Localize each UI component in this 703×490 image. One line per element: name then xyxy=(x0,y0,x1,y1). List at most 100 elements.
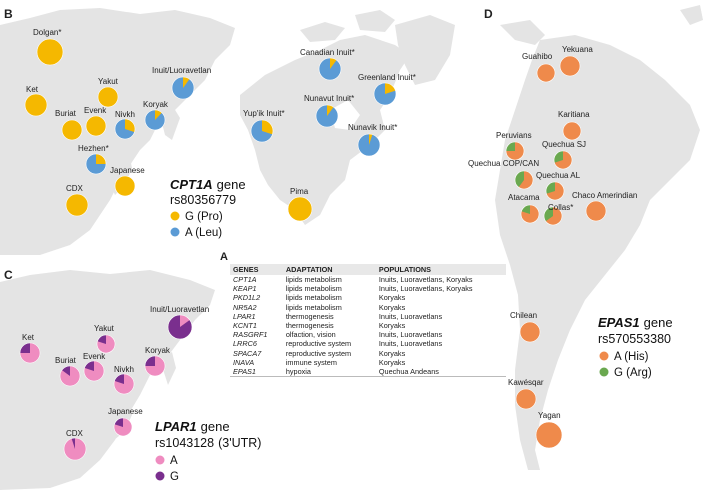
label-d-karitiana: Karitiana xyxy=(558,110,590,119)
table-row: SPACA7 reproductive system Koryaks xyxy=(230,349,506,358)
cell-populations: Inuits, Luoravetlans xyxy=(378,339,443,349)
pie-slice-major xyxy=(183,77,190,88)
cell-adaptation: lipids metabolism xyxy=(285,293,342,303)
cell-populations: Inuits, Luoravetlans xyxy=(378,330,443,340)
pie-cdx xyxy=(65,193,89,217)
panel-c-snp-note: (3'UTR) xyxy=(218,436,261,450)
pie-outline xyxy=(559,55,581,77)
label-canadian-inuit: Canadian Inuit* xyxy=(300,48,355,57)
pie-d-yagan xyxy=(535,421,563,449)
pie-slice-major xyxy=(98,87,118,107)
label-dolgan: Dolgan* xyxy=(33,28,61,37)
cell-gene: KEAP1 xyxy=(233,284,257,294)
pie-outline xyxy=(144,109,166,131)
pie-slice-major xyxy=(330,58,337,69)
pie-outline xyxy=(114,118,136,140)
panel-b-gene-suffix: gene xyxy=(217,177,246,192)
label-c-buriat: Buriat xyxy=(55,356,77,365)
pie-pima xyxy=(287,196,313,222)
label-ket: Ket xyxy=(26,85,39,94)
cell-adaptation: lipids metabolism xyxy=(285,302,342,312)
pie-d-atacama xyxy=(520,204,540,224)
label-inuit-luoravetlan: Inuit/Luoravetlan xyxy=(152,66,211,75)
pie-slice-major xyxy=(262,120,273,135)
panel-d-legend-a: A (His) xyxy=(614,351,649,363)
cell-populations: Koryaks xyxy=(378,357,406,367)
label-yupik-inuit: Yup'ik Inuit* xyxy=(243,109,285,118)
label-c-evenk: Evenk xyxy=(83,352,106,361)
panel-c-gene-suffix: gene xyxy=(201,419,230,434)
label-evenk: Evenk xyxy=(84,106,107,115)
cell-populations: Koryaks xyxy=(378,321,406,331)
label-d-yekuana: Yekuana xyxy=(562,45,593,54)
panel-d-legend-swatch-a xyxy=(599,351,609,361)
pie-slice-major xyxy=(563,122,581,140)
cell-adaptation: thermogenesis xyxy=(285,321,334,331)
label-yakut: Yakut xyxy=(98,77,119,86)
pie-c-ket xyxy=(19,342,41,364)
pie-evenk xyxy=(85,115,107,137)
pie-slice-major xyxy=(83,361,104,381)
label-c-inuit-luoravetlan: Inuit/Luoravetlan xyxy=(150,305,209,314)
label-koryak: Koryak xyxy=(143,100,169,109)
pie-outline xyxy=(114,175,136,197)
pie-outline xyxy=(250,119,274,143)
pie-d-guahibo xyxy=(536,63,556,83)
pie-outline xyxy=(553,150,573,170)
label-buriat: Buriat xyxy=(55,109,77,118)
pie-slice-major xyxy=(86,116,106,136)
table-row: KEAP1 lipids metabolism Inuits, Luoravetla… xyxy=(230,284,506,293)
pie-outline xyxy=(36,38,64,66)
cell-gene: PKD1L2 xyxy=(233,293,261,303)
cell-gene: KCNT1 xyxy=(233,321,257,331)
cell-adaptation: thermogenesis xyxy=(285,311,334,321)
label-nunavik-inuit: Nunavik Inuit* xyxy=(348,123,397,132)
panel-d-map xyxy=(480,0,703,490)
cell-populations: Inuits, Luoravetlans xyxy=(378,311,443,321)
label-d-quechua-sj: Quechua SJ xyxy=(542,140,586,149)
panel-c-legend-swatch-a xyxy=(155,455,165,465)
pie-slice-major xyxy=(97,335,116,353)
panel-c-gene-title: LPAR1 gene xyxy=(155,419,230,434)
label-c-nivkh: Nivkh xyxy=(114,365,134,374)
panel-b-gene-title: CPT1A gene xyxy=(170,177,246,192)
panel-c-pies xyxy=(19,314,193,461)
pie-d-yekuana xyxy=(559,55,581,77)
label-c-yakut: Yakut xyxy=(94,324,115,333)
label-d-peruvians: Peruvians xyxy=(496,131,532,140)
table-row: INAVA immune system Koryaks xyxy=(230,358,506,367)
pie-outline xyxy=(113,373,135,395)
label-d-chaco-amerindian: Chaco Amerindian xyxy=(572,191,637,200)
label-d-quechua-al: Quechua AL xyxy=(536,171,581,180)
pie-outline xyxy=(96,334,116,354)
panel-b-pies xyxy=(24,38,397,222)
pie-d-kawesqar xyxy=(515,388,537,410)
label-hezhen: Hezhen* xyxy=(78,144,109,153)
pie-slice-major xyxy=(20,343,40,363)
pie-outline xyxy=(543,206,563,226)
table-a-title: A xyxy=(220,251,228,263)
cell-gene: EPAS1 xyxy=(230,367,283,378)
cell-populations: Koryaks xyxy=(378,293,406,303)
header-populations: POPULATIONS xyxy=(375,264,506,275)
pie-outline xyxy=(97,86,119,108)
pie-slice-major xyxy=(288,197,312,221)
panel-d-legend-g: G (Arg) xyxy=(614,367,652,379)
pie-outline xyxy=(144,355,166,377)
label-c-koryak: Koryak xyxy=(145,346,171,355)
pie-slice-major xyxy=(125,119,135,133)
panel-b-gene-name: CPT1A xyxy=(170,177,213,192)
label-c-japanese: Japanese xyxy=(108,407,143,416)
pie-koryak xyxy=(144,109,166,131)
cell-adaptation: olfaction, vision xyxy=(285,330,336,340)
pie-outline xyxy=(536,63,556,83)
cell-adaptation: reproductive system xyxy=(285,339,352,349)
cell-populations: Koryaks xyxy=(378,348,406,358)
table-row: PKD1L2 lipids metabolism Koryaks xyxy=(230,293,506,302)
pie-c-buriat xyxy=(59,365,81,387)
cell-gene: LRRC6 xyxy=(233,339,257,349)
label-d-collas: Collas* xyxy=(548,203,573,212)
panel-c-legend: LPAR1 gene rs1043128 (3'UTR) A G xyxy=(155,419,261,483)
table-row: CPT1A lipids metabolism Inuits, Luoravetla… xyxy=(230,275,506,284)
pie-outline xyxy=(19,342,41,364)
